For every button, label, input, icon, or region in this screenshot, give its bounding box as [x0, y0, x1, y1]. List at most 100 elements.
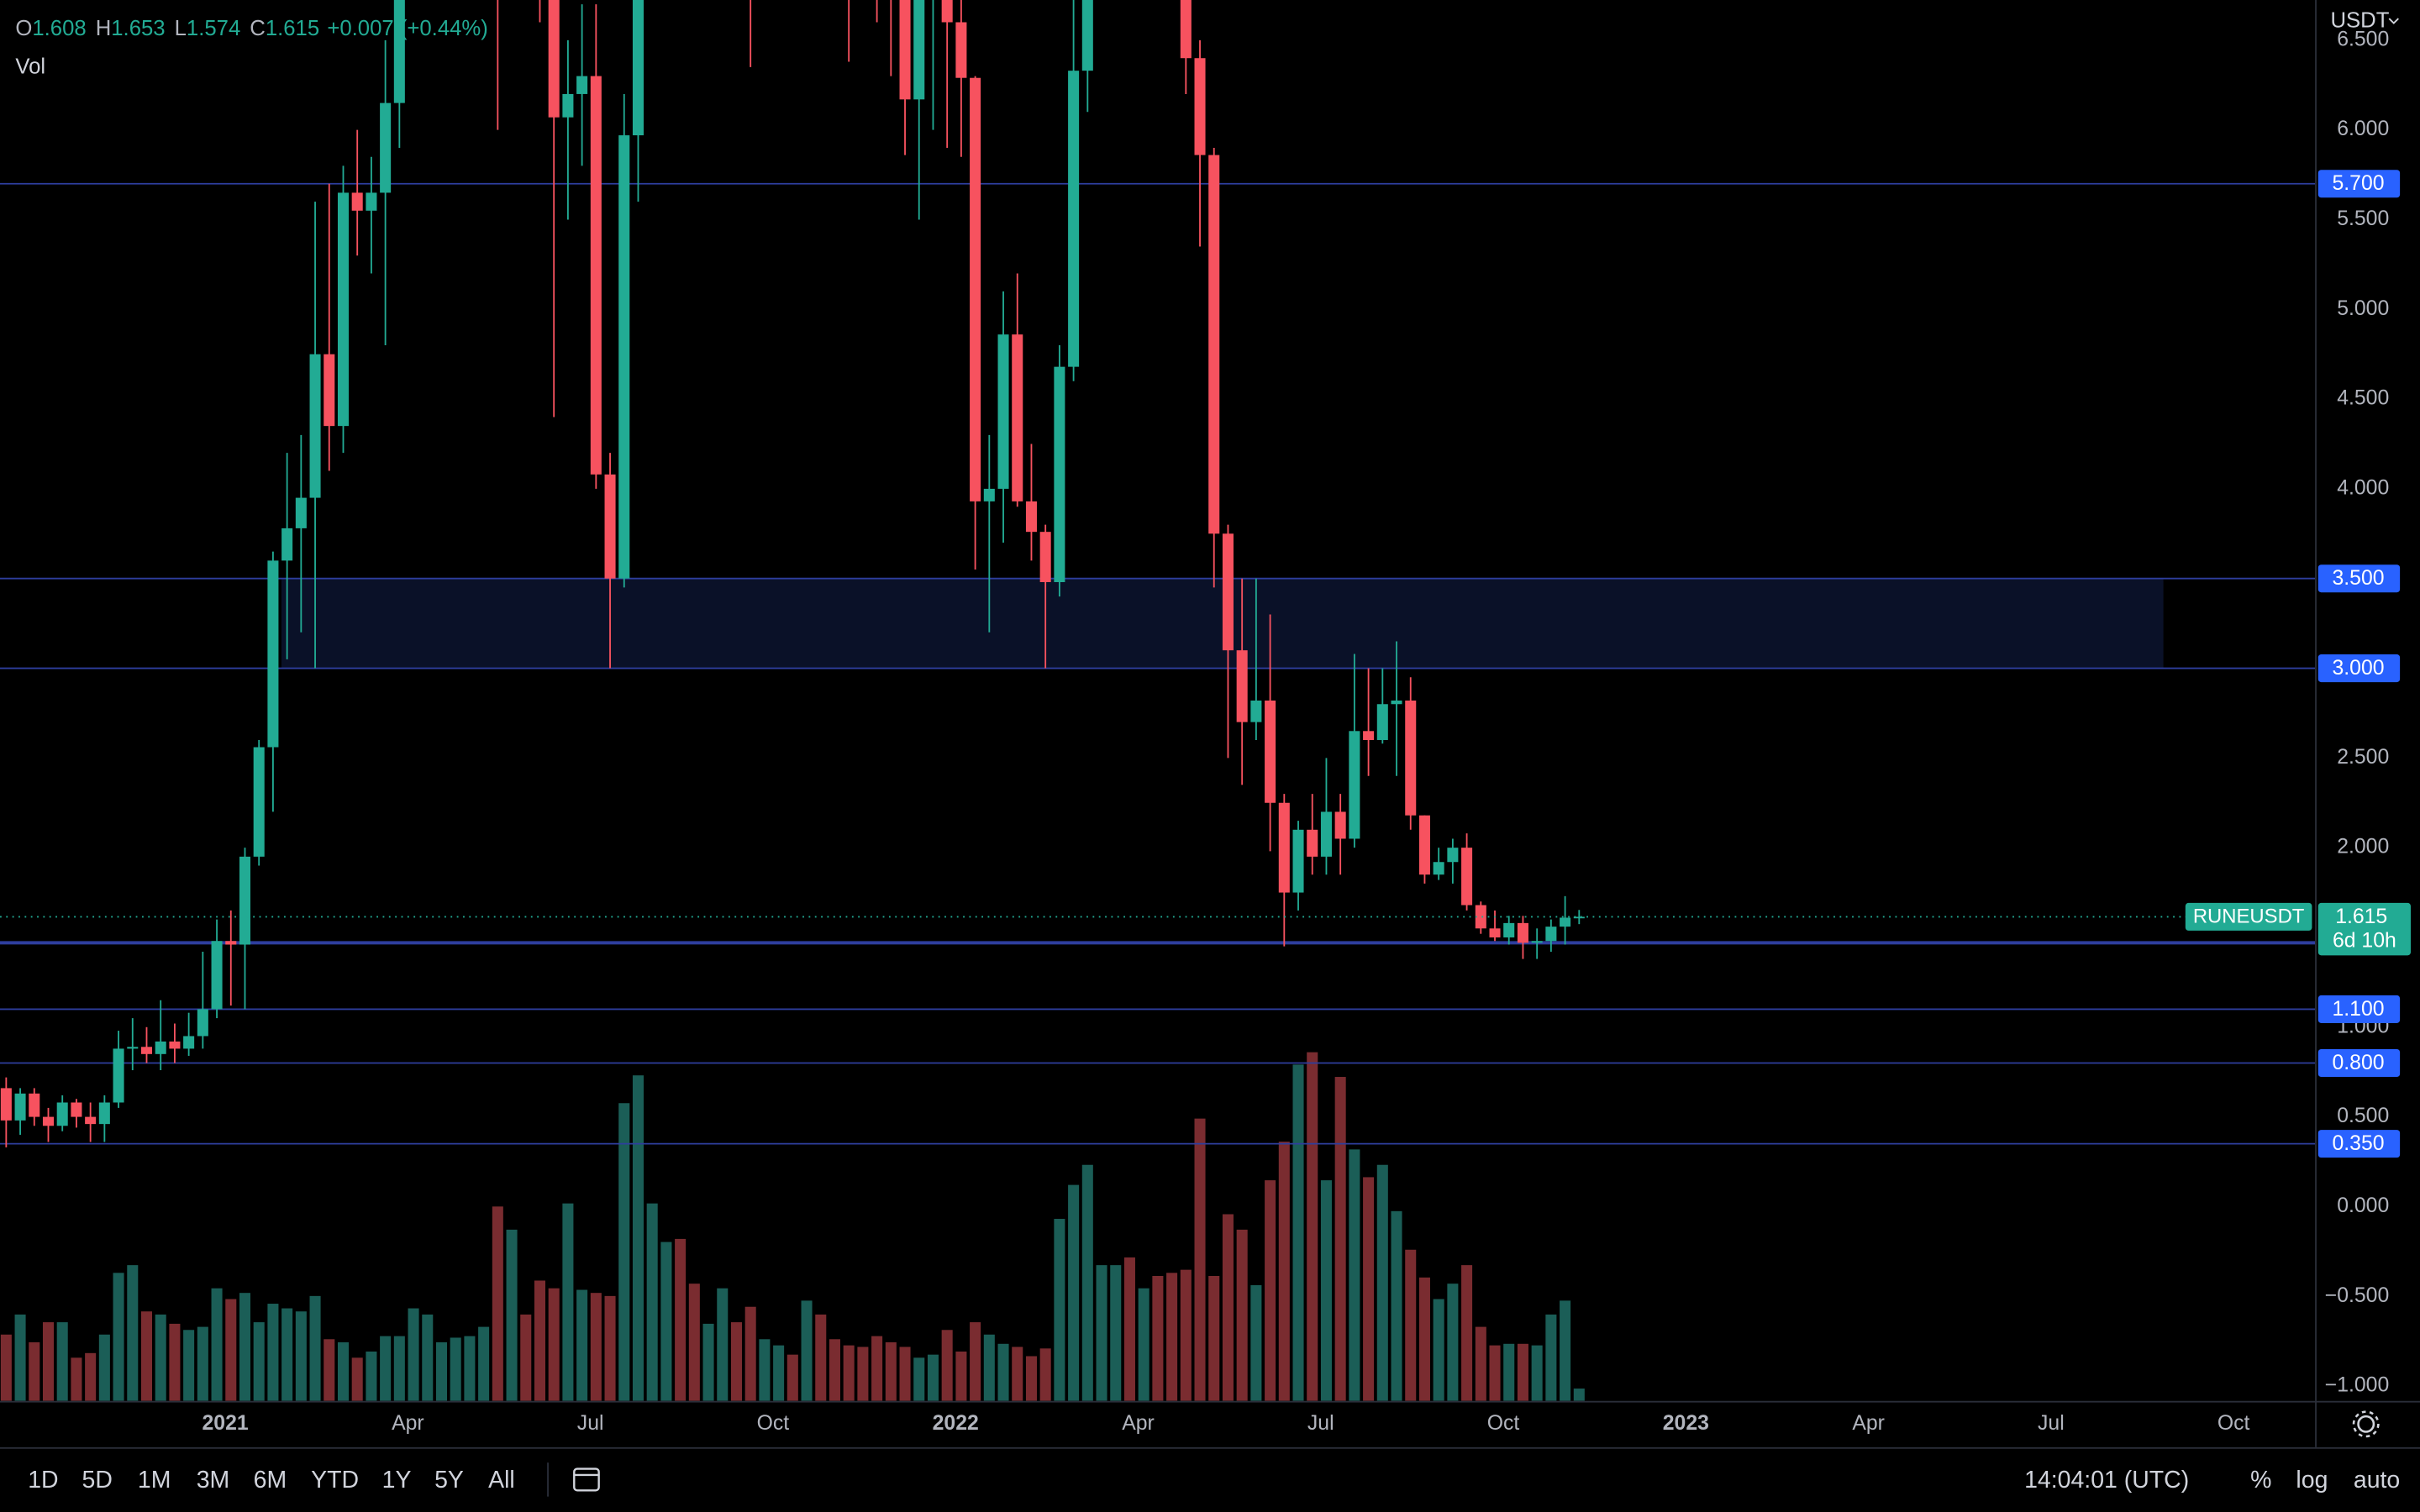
candle-body — [56, 1102, 68, 1126]
volume-bar — [464, 1336, 476, 1401]
candle-body — [1489, 928, 1501, 937]
x-tick-label: Oct — [757, 1412, 790, 1435]
volume-bar — [759, 1339, 771, 1401]
volume-bar — [1363, 1177, 1375, 1401]
candle-body — [140, 1047, 153, 1054]
volume-bar — [393, 1336, 405, 1401]
volume-bar — [829, 1339, 840, 1401]
candle-body — [913, 0, 925, 100]
volume-bar — [1376, 1164, 1388, 1401]
currency-selector[interactable]: USDT — [2330, 9, 2389, 33]
volume-bar — [970, 1322, 981, 1401]
volume-bar — [380, 1336, 392, 1401]
scale-option[interactable]: log — [2296, 1467, 2328, 1494]
range-button[interactable]: 3M — [197, 1467, 230, 1494]
range-button[interactable]: YTD — [311, 1467, 359, 1494]
candle-body — [309, 354, 321, 498]
price-tag-countdown: 6d 10h — [2333, 929, 2396, 952]
volume-bar — [534, 1280, 545, 1401]
legend-change: +0.007 (+0.44%) — [327, 17, 487, 40]
candle-body — [1292, 829, 1304, 893]
candle-body — [366, 192, 377, 211]
volume-bar — [983, 1334, 995, 1401]
x-tick-label: 2023 — [1663, 1412, 1709, 1435]
candle-body — [29, 1093, 40, 1117]
y-tick-label: 6.500 — [2337, 28, 2389, 50]
date-range-icon[interactable] — [547, 1462, 600, 1497]
range-button[interactable]: All — [488, 1467, 515, 1494]
candle-body — [183, 1036, 195, 1049]
candle-body — [1025, 501, 1037, 533]
volume-bar — [169, 1323, 181, 1401]
candle-body — [1475, 905, 1486, 929]
candle-body — [1433, 862, 1444, 875]
candle-body — [1447, 848, 1459, 863]
candle-body — [576, 76, 588, 94]
x-tick-label: Apr — [392, 1412, 424, 1435]
volume-bar — [801, 1300, 813, 1401]
legend-key: O — [15, 17, 32, 40]
range-button[interactable]: 5Y — [434, 1467, 464, 1494]
range-button[interactable]: 6M — [254, 1467, 287, 1494]
candle-body — [98, 1102, 110, 1125]
dropdown-arrow — [2388, 18, 2399, 24]
x-tick-label: Jul — [2038, 1412, 2065, 1435]
volume-bar — [1096, 1265, 1107, 1401]
volume-bar — [478, 1326, 490, 1401]
volume-bar — [1447, 1284, 1459, 1401]
candle-body — [632, 0, 644, 136]
level-label: 3.000 — [2333, 657, 2385, 680]
candle-body — [1503, 922, 1515, 937]
scale-option[interactable]: % — [2250, 1467, 2271, 1494]
volume-bar — [1166, 1273, 1178, 1401]
volume-bar — [646, 1203, 658, 1401]
candle-body — [1334, 811, 1346, 839]
candle-body — [42, 1116, 55, 1126]
volume-bar — [660, 1242, 672, 1401]
volume-bar — [1081, 1164, 1093, 1401]
volume-bar — [688, 1284, 700, 1401]
gear — [2357, 1415, 2375, 1433]
candle-body — [197, 1009, 208, 1037]
candle-body — [1250, 700, 1262, 722]
volume-bar — [843, 1345, 855, 1401]
candle-body — [1222, 533, 1234, 651]
volume-bar — [1250, 1285, 1262, 1401]
range-button[interactable]: 5D — [82, 1467, 113, 1494]
volume-bar — [450, 1337, 461, 1401]
range-button[interactable]: 1D — [28, 1467, 58, 1494]
legend-key: C — [250, 17, 266, 40]
level-label: 0.800 — [2333, 1052, 2385, 1074]
candle-body — [14, 1093, 26, 1121]
volume-bar — [548, 1288, 560, 1401]
volume-bar — [1292, 1064, 1304, 1401]
x-tick-label: Apr — [1122, 1412, 1155, 1435]
axes: 6.500 6.000 5.500 5.000 4.500 4.000 2.500 2.000… — [203, 28, 2411, 1435]
candle-body — [1012, 334, 1023, 501]
range-button[interactable]: 1M — [138, 1467, 171, 1494]
volume-bar — [815, 1314, 827, 1401]
candle-body — [0, 1088, 12, 1121]
level-label: 3.500 — [2333, 567, 2385, 590]
x-tick-label: Apr — [1852, 1412, 1885, 1435]
y-tick-label: 5.000 — [2337, 297, 2389, 320]
legend-value: 1.653 — [111, 17, 165, 40]
settings-icon[interactable] — [2352, 1410, 2380, 1438]
volume-bar — [1208, 1275, 1220, 1401]
volume-bar — [1194, 1118, 1206, 1401]
candle-body — [1320, 811, 1332, 857]
y-tick-label: 0.500 — [2337, 1105, 2389, 1127]
candle-body — [970, 77, 981, 501]
scale-option[interactable]: auto — [2354, 1467, 2400, 1494]
volume-bar — [997, 1343, 1009, 1401]
volume-bar — [1180, 1269, 1192, 1401]
volume-bar — [1349, 1149, 1360, 1401]
level-label-box — [2317, 564, 2401, 593]
level-label-box — [2317, 170, 2401, 198]
y-tick-label: 6.000 — [2337, 118, 2389, 140]
candle-body — [1376, 704, 1388, 740]
volume-bar — [1039, 1348, 1051, 1401]
range-button[interactable]: 1Y — [382, 1467, 412, 1494]
candle-body — [548, 0, 560, 118]
volume-bar — [309, 1295, 321, 1401]
